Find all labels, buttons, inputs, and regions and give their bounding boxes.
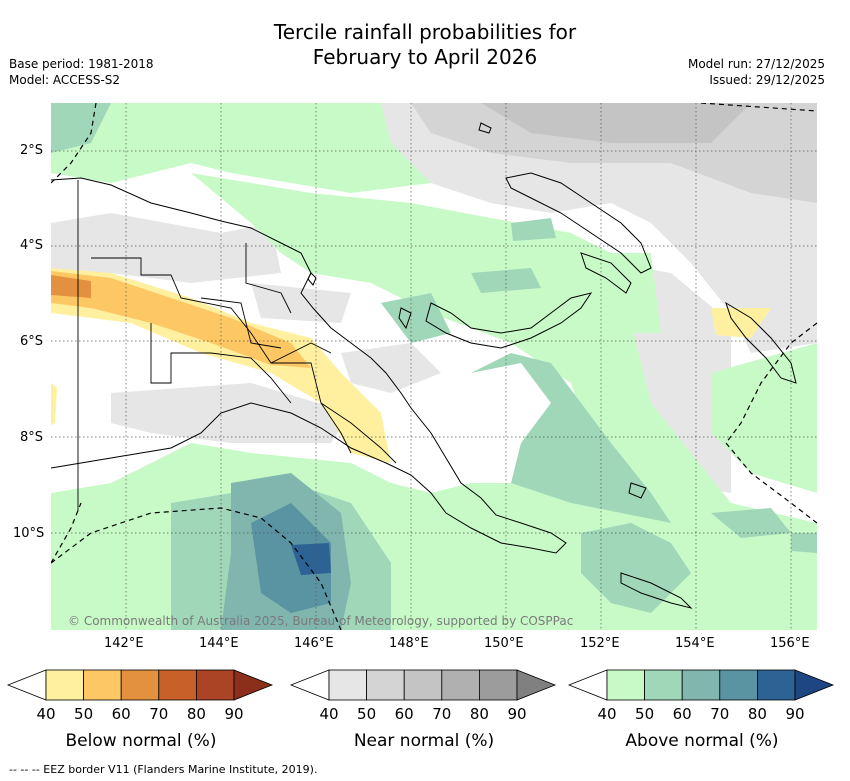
colorbar-segment: [719, 669, 758, 701]
province-borders: [77, 180, 397, 511]
lon-tick: 144°E: [199, 636, 239, 651]
chart-title: Tercile rainfall probabilities for Febru…: [0, 20, 850, 70]
colorbar-tick-label: 50: [74, 705, 94, 723]
lat-tick: 8°S: [20, 430, 44, 445]
colorbar-segment: [366, 669, 405, 701]
colorbar-tick-label: 80: [747, 705, 767, 723]
colorbar-tick-label: 80: [186, 705, 206, 723]
colorbar-segment: [478, 669, 518, 701]
colorbar-over-triangle: [516, 669, 557, 701]
issued-date: Issued: 29/12/2025: [709, 73, 825, 87]
colorbar-over-triangle: [233, 669, 274, 701]
lon-tick: 152°E: [580, 636, 620, 651]
lon-tick: 150°E: [484, 636, 524, 651]
colorbar-tick-label: 70: [432, 705, 452, 723]
lon-tick: 146°E: [294, 636, 334, 651]
colorbar-tick-label: 50: [635, 705, 655, 723]
lon-tick: 148°E: [389, 636, 429, 651]
above-normal-60-regions: [221, 473, 351, 630]
lat-tick: 2°S: [20, 143, 44, 158]
title-line-2: February to April 2026: [312, 45, 538, 69]
colorbar-segment: [83, 669, 122, 701]
colorbar-tick-label: 60: [394, 705, 414, 723]
below-normal-regions: [51, 268, 771, 463]
colorbar-segment: [681, 669, 721, 701]
colorbar-tick-label: 40: [36, 705, 56, 723]
copyright-text: © Commonwealth of Australia 2025, Bureau…: [68, 614, 573, 628]
colorbar-title-below: Below normal (%): [65, 731, 217, 751]
colorbar-tick-label: 80: [469, 705, 489, 723]
colorbar-tick-label: 40: [597, 705, 617, 723]
colorbar-segment: [606, 669, 645, 701]
colorbar-segment: [195, 669, 235, 701]
colorbar-segment: [644, 669, 683, 701]
meta-right: Model run: 27/12/2025 Issued: 29/12/2025: [688, 56, 825, 88]
colorbar-under-triangle: [567, 669, 608, 701]
colorbar-tick-label: 70: [710, 705, 730, 723]
footer-note: -- -- -- EEZ border V11 (Flanders Marine…: [9, 763, 318, 776]
model-name: Model: ACCESS-S2: [9, 73, 121, 87]
title-line-1: Tercile rainfall probabilities for: [273, 20, 577, 44]
colorbar-tick-label: 90: [224, 705, 244, 723]
colorbar-tick-label: 90: [507, 705, 527, 723]
lon-tick: 156°E: [770, 636, 810, 651]
meta-left: Base period: 1981-2018 Model: ACCESS-S2: [9, 56, 154, 88]
colorbar-segment: [757, 669, 796, 701]
lon-tick: 154°E: [675, 636, 715, 651]
colorbar-segment: [441, 669, 480, 701]
colorbar-tick-label: 60: [672, 705, 692, 723]
colorbars: [6, 669, 835, 701]
colorbar-over-triangle: [794, 669, 835, 701]
probability-map: © Commonwealth of Australia 2025, Bureau…: [51, 103, 817, 630]
colorbar-near-normal: [289, 669, 557, 701]
eez-borders: [51, 103, 817, 630]
lat-tick: 6°S: [20, 334, 44, 349]
coastlines: [51, 122, 797, 609]
colorbar-tick-label: 60: [111, 705, 131, 723]
colorbar-segment: [45, 669, 84, 701]
model-run: Model run: 27/12/2025: [687, 57, 825, 71]
colorbar-tick-label: 50: [357, 705, 377, 723]
colorbar-under-triangle: [289, 669, 330, 701]
lat-tick: 4°S: [20, 238, 44, 253]
colorbar-segment: [120, 669, 160, 701]
colorbar-segment: [403, 669, 443, 701]
colorbar-tick-label: 40: [319, 705, 339, 723]
lon-tick: 142°E: [104, 636, 144, 651]
colorbar-tick-label: 70: [149, 705, 169, 723]
colorbar-segment: [328, 669, 367, 701]
colorbar-under-triangle: [6, 669, 47, 701]
colorbar-tick-label: 90: [785, 705, 805, 723]
colorbar-below-normal: [6, 669, 274, 701]
colorbar-above-normal: [567, 669, 835, 701]
base-period: Base period: 1981-2018: [9, 57, 154, 71]
colorbar-title-above: Above normal (%): [625, 731, 779, 751]
lat-tick: 10°S: [13, 526, 45, 541]
colorbar-title-near: Near normal (%): [353, 731, 495, 751]
colorbar-segment: [158, 669, 197, 701]
